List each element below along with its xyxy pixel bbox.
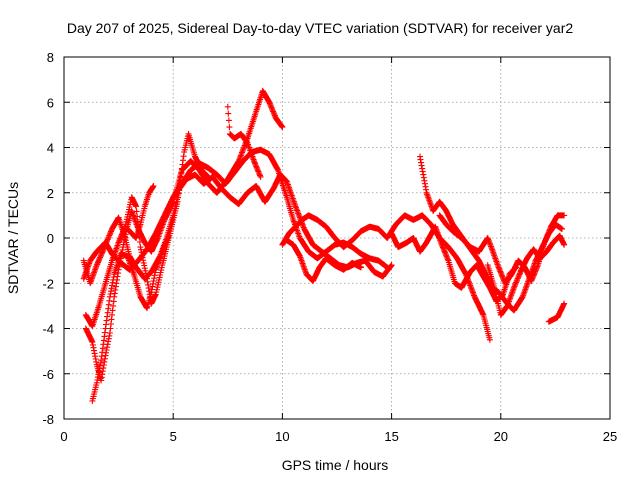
y-tick-label: 0: [47, 231, 54, 246]
series-markers: [82, 87, 286, 384]
x-tick-label: 20: [494, 429, 508, 444]
series-markers: [484, 232, 568, 318]
series-track-14: [545, 300, 568, 325]
y-tick-label: 8: [47, 50, 54, 65]
y-axis-label: SDTVAR / TECUs: [5, 182, 21, 294]
plot-area: [80, 87, 568, 404]
x-tick-label: 10: [275, 429, 289, 444]
x-axis-label: GPS time / hours: [282, 457, 389, 473]
x-tick-label: 5: [170, 429, 177, 444]
y-tick-label: -8: [42, 412, 54, 427]
series-markers: [124, 183, 157, 241]
y-tick-label: 6: [47, 95, 54, 110]
axis-ticks: 0 5 10 15 20 25 -8 -6 -4 -2 0 2 4 6 8: [42, 50, 617, 444]
x-tick-label: 0: [60, 429, 67, 444]
y-tick-label: -2: [42, 276, 54, 291]
series-markers: [545, 300, 568, 325]
series-track-3: [82, 87, 286, 384]
y-tick-label: -4: [42, 322, 54, 337]
series-track-6: [124, 183, 157, 241]
chart-title: Day 207 of 2025, Sidereal Day-to-day VTE…: [67, 20, 573, 36]
x-tick-label: 25: [603, 429, 617, 444]
series-track-5: [89, 232, 172, 404]
y-tick-label: -6: [42, 367, 54, 382]
series-track-7: [224, 103, 264, 180]
y-tick-label: 4: [47, 141, 54, 156]
series-markers: [224, 103, 264, 180]
series-track-13: [484, 232, 568, 318]
x-tick-label: 15: [384, 429, 398, 444]
y-tick-label: 2: [47, 186, 54, 201]
series-markers: [89, 232, 172, 404]
